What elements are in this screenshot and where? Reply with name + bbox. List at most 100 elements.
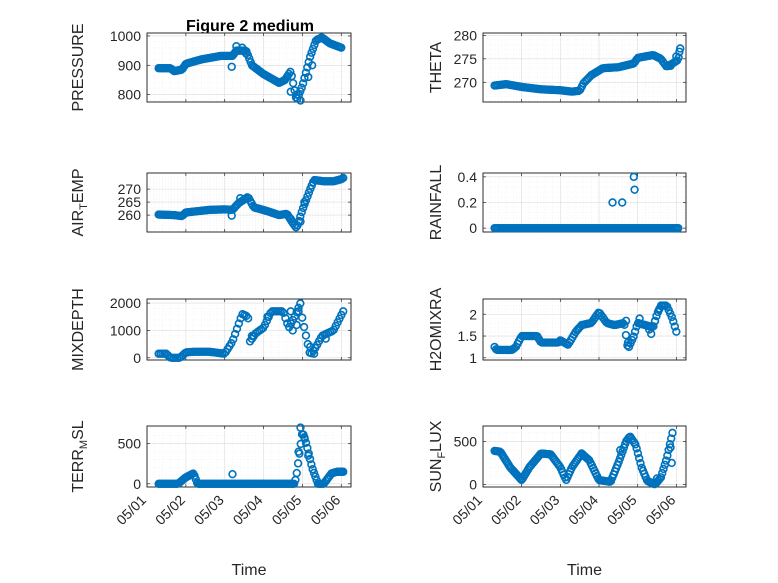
data-point [262, 316, 271, 326]
data-point [296, 439, 305, 449]
data-point [297, 207, 306, 217]
y-tick-label: 900 [118, 57, 142, 73]
y-tick-label: 2000 [110, 295, 141, 311]
data-point [654, 305, 664, 315]
axes-terr_msl: 0 500 TERRMSL 05/01 05/02 05/03 05/04 05/05 05/0… [70, 420, 352, 579]
x-tick-label: 05/01 [449, 492, 485, 528]
data-point [303, 63, 312, 72]
axes-theta: 270 275 280 THETA [428, 27, 687, 103]
data-point [665, 440, 675, 449]
plot-area [146, 298, 352, 361]
x-tick-label: 05/02 [488, 492, 524, 528]
data-point [650, 316, 660, 325]
data-point [339, 467, 348, 476]
axes-border [482, 32, 687, 103]
data-point [635, 314, 644, 323]
axes-border [482, 298, 687, 361]
data-point [667, 458, 676, 468]
data-point [304, 188, 314, 197]
data-point [632, 444, 641, 453]
axes-border [146, 298, 352, 361]
y-tick-label: 0 [133, 476, 141, 492]
x-tick-label: 05/05 [268, 492, 304, 528]
data-point [337, 43, 346, 52]
data-point [629, 332, 638, 341]
y-axis-label: SUNFLUX [428, 420, 448, 492]
data-point [296, 217, 305, 226]
data-point [286, 214, 295, 224]
axes-border [482, 425, 687, 488]
data-point [301, 196, 311, 205]
data-point [227, 62, 236, 71]
data-point [620, 320, 629, 330]
x-tick-label: 05/05 [604, 492, 640, 528]
figure-title: Figure 2 medium [186, 18, 314, 35]
data-point [667, 312, 676, 322]
data-point [228, 469, 237, 479]
data-point [672, 327, 681, 336]
axes-pressure: 800 900 1000 PRESSURE [70, 23, 352, 112]
data-point [232, 324, 242, 333]
data-point [296, 96, 305, 105]
data-point [339, 173, 348, 183]
data-point [307, 48, 316, 57]
x-tick-label: 05/04 [230, 492, 266, 528]
data-point [300, 197, 309, 207]
axes-border [146, 172, 352, 233]
data-point [658, 468, 667, 478]
data-point [227, 211, 236, 220]
x-axis-label: Time [567, 562, 602, 579]
data-point [645, 325, 654, 334]
data-point [293, 459, 303, 468]
data-point [646, 329, 656, 339]
y-tick-label: 800 [118, 87, 142, 103]
data-point [292, 90, 301, 99]
data-point [294, 447, 303, 456]
data-point [666, 61, 675, 71]
data-point [309, 349, 319, 358]
x-tick-label: 05/06 [642, 492, 678, 528]
data-point [292, 468, 301, 478]
y-tick-label: 1000 [110, 322, 141, 338]
y-tick-label: 1000 [110, 28, 141, 44]
data-point [305, 52, 315, 61]
y-tick-label: 500 [118, 436, 142, 452]
data-point [652, 474, 662, 483]
y-tick-label: 265 [118, 194, 142, 210]
data-point [290, 312, 299, 321]
data-point [668, 428, 677, 438]
y-axis-label: AIRTEMP [70, 168, 90, 236]
data-point [241, 49, 251, 58]
data-point [307, 61, 317, 70]
axes-mixdepth: 0 1000 2000 MIXDEPTH [70, 288, 352, 371]
data-point [296, 423, 305, 432]
y-tick-label: 1 [469, 350, 477, 366]
data-point [303, 443, 312, 453]
data-point [311, 472, 320, 481]
y-tick-label: 0.2 [458, 195, 478, 211]
data-point [666, 443, 675, 452]
y-axis-label: TERRMSL [70, 420, 90, 492]
data-point [296, 212, 305, 221]
data-point [236, 194, 245, 203]
data-point [629, 172, 638, 182]
data-point [292, 320, 301, 330]
data-point [298, 313, 307, 322]
data-point [230, 329, 240, 339]
data-point [630, 327, 640, 336]
y-tick-label: 0 [133, 350, 141, 366]
data-point [339, 307, 348, 316]
data-point [277, 307, 286, 316]
y-tick-label: 270 [118, 181, 142, 197]
data-point [309, 468, 319, 478]
data-point [670, 322, 680, 331]
data-point [281, 313, 290, 323]
data-point [289, 479, 299, 488]
axes-rainfall: 0 0.2 0.4 RAINFALL [428, 165, 687, 240]
data-point [659, 464, 668, 474]
axes-border [146, 32, 352, 103]
data-point [299, 322, 309, 332]
data-point [616, 445, 625, 455]
plot-area [146, 425, 352, 488]
